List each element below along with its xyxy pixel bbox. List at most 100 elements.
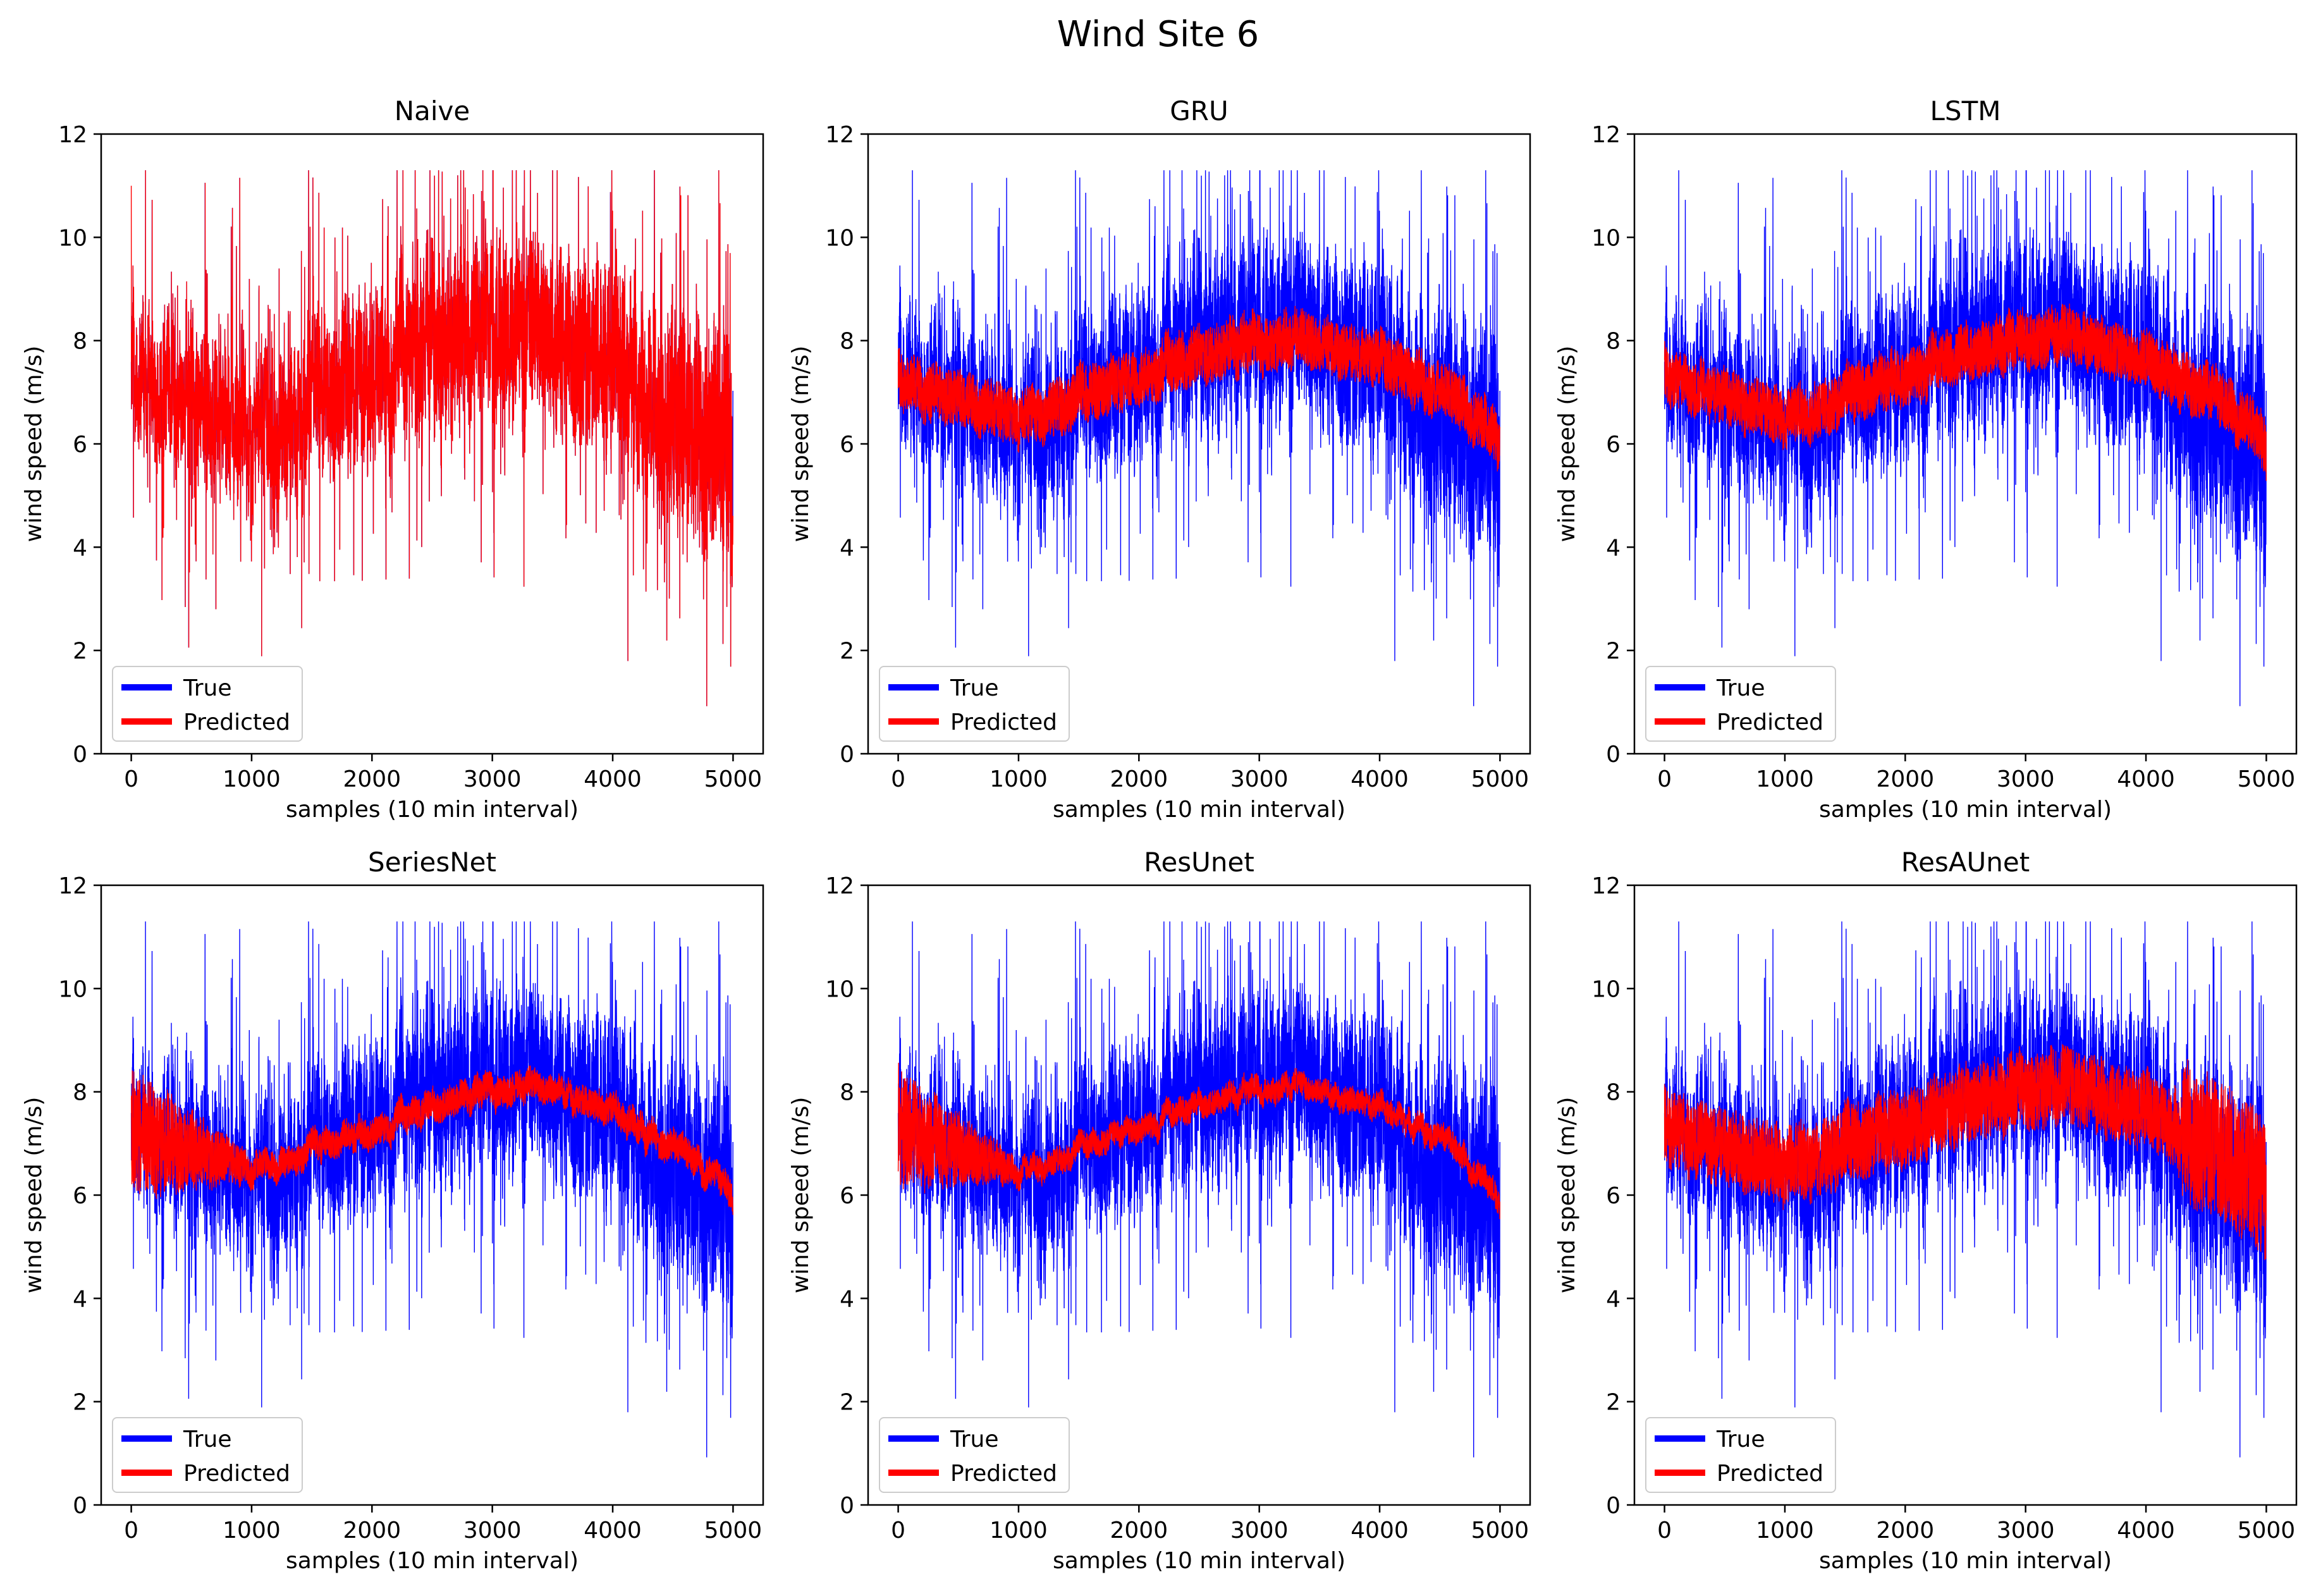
legend-label-true: True [1716, 1427, 1765, 1452]
y-tick-label: 8 [840, 1080, 854, 1106]
legend-label-true: True [183, 675, 231, 701]
subplot-title: SeriesNet [368, 847, 496, 878]
y-tick-label: 6 [840, 432, 854, 458]
y-tick-label: 0 [73, 1493, 87, 1519]
x-tick-label: 3000 [1997, 766, 2055, 792]
y-tick-label: 12 [1591, 122, 1621, 148]
y-tick-label: 4 [1606, 1286, 1621, 1312]
subplot-title: ResAUnet [1901, 847, 2030, 878]
y-tick-label: 4 [1606, 535, 1621, 561]
x-tick-label: 0 [1657, 1518, 1672, 1544]
figure-title: Wind Site 6 [1057, 14, 1259, 55]
y-tick-label: 8 [73, 1080, 87, 1106]
x-tick-label: 3000 [463, 766, 522, 792]
predicted-series-line [130, 170, 733, 706]
y-axis-label: wind speed (m/s) [1554, 346, 1580, 543]
y-tick-label: 8 [840, 329, 854, 355]
subplot-title: LSTM [1930, 95, 2001, 126]
subplot-naive: 0 1000 2000 3000 4000 5000 0 2 4 6 8 10 12 Naive sampl… [21, 95, 764, 823]
y-tick-label: 2 [1606, 1390, 1621, 1416]
x-tick-label: 1000 [1756, 766, 1814, 792]
true-series-line [897, 170, 1500, 706]
subplot-resaunet: 0 1000 2000 3000 4000 5000 0 2 4 6 8 10 12 ResAUnet sa… [1554, 847, 2298, 1574]
y-tick-label: 10 [58, 225, 87, 251]
x-axis-label: samples (10 min interval) [1819, 797, 2112, 823]
legend-label-predicted: Predicted [950, 1461, 1057, 1487]
y-tick-label: 0 [840, 1493, 854, 1519]
x-tick-label: 5000 [704, 766, 763, 792]
predicted-series-line [1663, 1044, 2267, 1260]
true-series-line [130, 921, 733, 1458]
x-tick-label: 0 [1657, 766, 1672, 792]
x-tick-label: 4000 [1351, 766, 1409, 792]
legend-label-predicted: Predicted [1717, 709, 1823, 735]
y-tick-label: 6 [1606, 1183, 1621, 1209]
x-tick-label: 4000 [584, 1518, 642, 1544]
x-tick-label: 1000 [223, 1518, 281, 1544]
subplot-seriesnet: 0 1000 2000 3000 4000 5000 0 2 4 6 8 10 12 SeriesNet s… [21, 847, 764, 1574]
predicted-series-line [130, 1065, 733, 1215]
y-tick-label: 8 [1606, 329, 1621, 355]
x-tick-label: 3000 [1230, 1518, 1289, 1544]
x-tick-label: 5000 [2238, 766, 2296, 792]
true-series-line [1663, 170, 2267, 706]
subplot-title: GRU [1170, 95, 1228, 126]
x-tick-label: 3000 [463, 1518, 522, 1544]
x-tick-label: 1000 [990, 766, 1048, 792]
y-tick-label: 12 [825, 873, 854, 899]
predicted-series-line [1663, 304, 2267, 481]
y-tick-label: 2 [840, 1390, 854, 1416]
y-tick-label: 10 [825, 225, 854, 251]
y-tick-label: 0 [73, 742, 87, 768]
y-tick-label: 6 [1606, 432, 1621, 458]
plot-area [897, 170, 1500, 706]
y-tick-label: 4 [840, 1286, 854, 1312]
y-tick-label: 4 [73, 1286, 87, 1312]
y-tick-label: 2 [840, 639, 854, 665]
subplot-title: Naive [395, 95, 470, 126]
x-axis-label: samples (10 min interval) [286, 1548, 579, 1574]
y-tick-label: 10 [1591, 225, 1621, 251]
plot-area [1663, 170, 2267, 706]
legend-label-true: True [183, 1427, 231, 1452]
y-tick-label: 4 [73, 535, 87, 561]
y-tick-label: 0 [1606, 742, 1621, 768]
x-tick-label: 0 [891, 1518, 905, 1544]
y-tick-label: 2 [1606, 639, 1621, 665]
y-tick-label: 2 [73, 1390, 87, 1416]
y-tick-label: 12 [1591, 873, 1621, 899]
legend-label-true: True [1716, 675, 1765, 701]
predicted-series-line [897, 305, 1500, 472]
y-tick-label: 0 [1606, 1493, 1621, 1519]
x-tick-label: 3000 [1230, 766, 1289, 792]
legend-label-true: True [950, 675, 998, 701]
plot-area [130, 170, 733, 706]
legend: True Predicted [1645, 1417, 1836, 1493]
legend-label-predicted: Predicted [183, 1461, 290, 1487]
y-tick-label: 6 [73, 432, 87, 458]
legend: True Predicted [1645, 666, 1836, 742]
y-axis-label: wind speed (m/s) [788, 346, 814, 543]
x-tick-label: 1000 [990, 1518, 1048, 1544]
x-tick-label: 2000 [1110, 1518, 1168, 1544]
x-tick-label: 0 [124, 1518, 138, 1544]
x-tick-label: 2000 [343, 1518, 401, 1544]
legend-label-predicted: Predicted [1717, 1461, 1823, 1487]
y-tick-label: 6 [73, 1183, 87, 1209]
x-tick-label: 3000 [1997, 1518, 2055, 1544]
x-tick-label: 4000 [584, 766, 642, 792]
true-series-line [897, 921, 1500, 1458]
x-axis-label: samples (10 min interval) [1053, 797, 1345, 823]
y-axis-label: wind speed (m/s) [21, 346, 47, 543]
y-tick-label: 10 [1591, 976, 1621, 1002]
subplot-resunet: 0 1000 2000 3000 4000 5000 0 2 4 6 8 10 12 ResUnet sam… [788, 847, 1531, 1574]
plot-area [897, 921, 1500, 1458]
x-tick-label: 0 [891, 766, 905, 792]
y-tick-label: 6 [840, 1183, 854, 1209]
y-axis-label: wind speed (m/s) [21, 1097, 47, 1294]
legend: True Predicted [879, 666, 1070, 742]
x-tick-label: 5000 [2238, 1518, 2296, 1544]
x-tick-label: 2000 [343, 766, 401, 792]
y-tick-label: 8 [73, 329, 87, 355]
